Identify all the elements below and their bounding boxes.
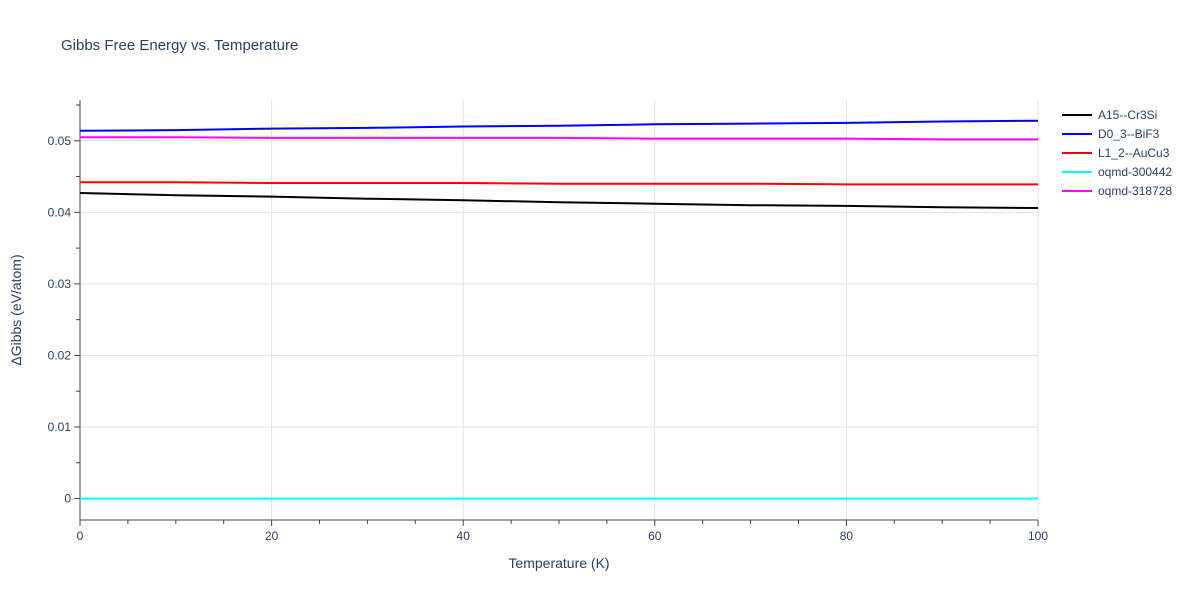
series-line <box>79 119 1039 132</box>
grid-lines <box>80 100 1039 520</box>
legend-label: oqmd-300442 <box>1098 165 1172 179</box>
chart-title: Gibbs Free Energy vs. Temperature <box>61 37 298 54</box>
y-tick-label: 0.04 <box>48 205 72 219</box>
legend-item[interactable]: oqmd-318728 <box>1062 184 1172 198</box>
y-axis-title: ΔGibbs (eV/atom) <box>8 254 24 365</box>
y-tick-label: 0.03 <box>48 277 72 291</box>
legend-label: A15--Cr3Si <box>1098 108 1157 122</box>
legend-label: oqmd-318728 <box>1098 184 1172 198</box>
x-tick-label: 0 <box>77 529 84 543</box>
y-tick-label: 0.02 <box>48 348 72 362</box>
x-tick-label: 40 <box>457 529 471 543</box>
series-lines <box>79 119 1039 500</box>
y-tick-label: 0.01 <box>48 420 72 434</box>
x-axis-title: Temperature (K) <box>508 555 609 571</box>
legend-item[interactable]: A15--Cr3Si <box>1062 108 1157 122</box>
x-tick-label: 80 <box>840 529 854 543</box>
legend[interactable]: A15--Cr3Si D0_3--BiF3 L1_2--AuCu3 oqmd-3004… <box>1062 108 1172 198</box>
series-line <box>80 136 1038 141</box>
x-tick-label: 20 <box>265 529 279 543</box>
legend-item[interactable]: D0_3--BiF3 <box>1062 127 1160 141</box>
y-tick-label: 0.05 <box>48 134 72 148</box>
legend-item[interactable]: L1_2--AuCu3 <box>1062 146 1170 160</box>
axes: 0 20 40 60 80 100 0 0.01 0.02 0.03 0.04 0.05 <box>48 100 1048 543</box>
y-tick-label: 0 <box>64 492 71 506</box>
x-tick-label: 60 <box>648 529 662 543</box>
legend-label: L1_2--AuCu3 <box>1098 146 1170 160</box>
series-line <box>79 192 1039 209</box>
legend-label: D0_3--BiF3 <box>1098 127 1160 141</box>
x-tick-label: 100 <box>1028 529 1048 543</box>
legend-item[interactable]: oqmd-300442 <box>1062 165 1172 179</box>
series-line <box>80 181 1038 186</box>
